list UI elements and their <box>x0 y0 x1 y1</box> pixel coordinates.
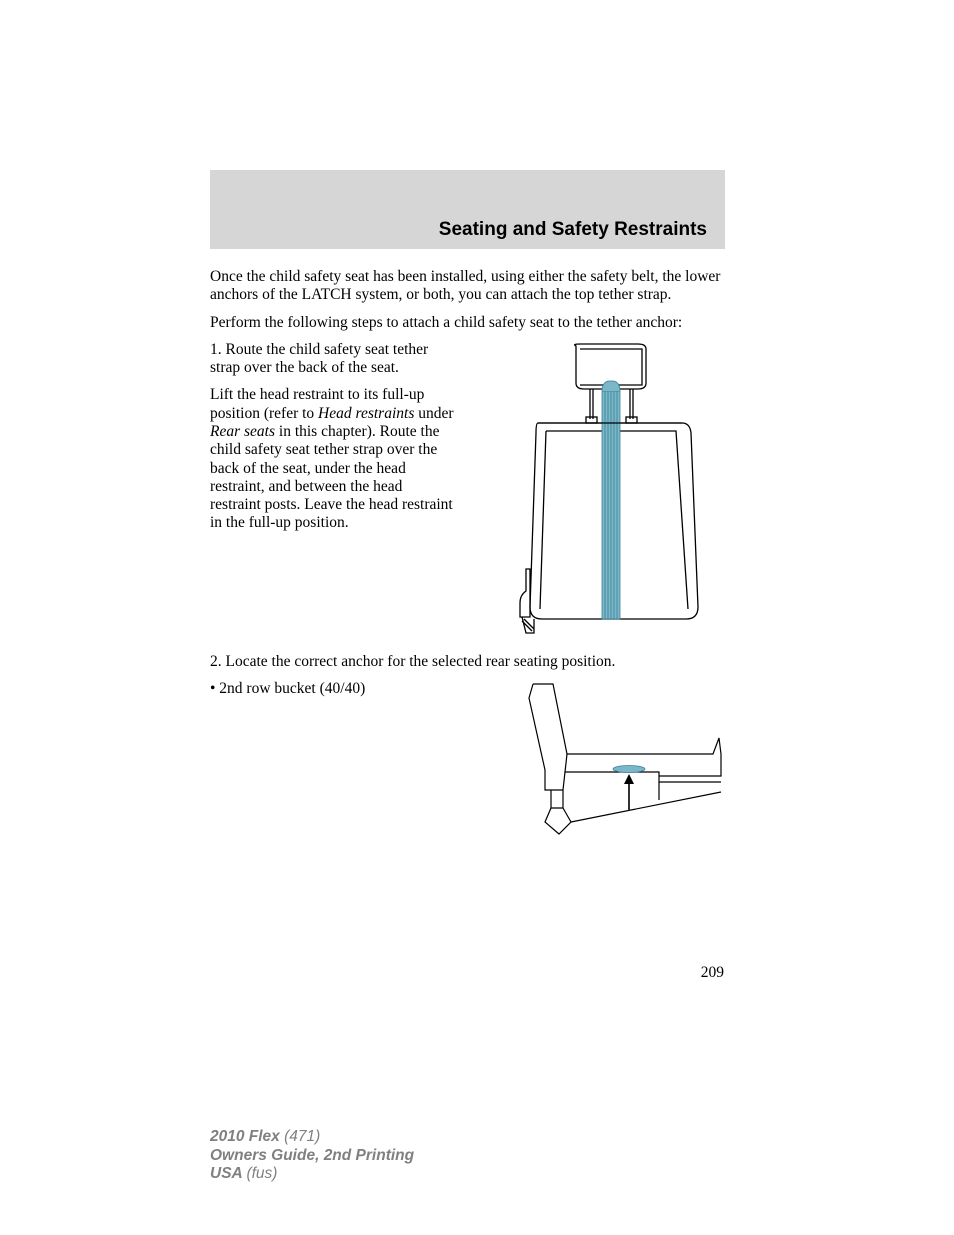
footer-line1: 2010 Flex (471) <box>210 1128 414 1147</box>
footer-l1-bold: 2010 Flex <box>210 1128 284 1145</box>
step1-detail: Lift the head restraint to its full-up p… <box>210 386 455 532</box>
footer-l3-rest: (fus) <box>246 1165 277 1182</box>
bullet-row-1: • 2nd row bucket (40/40) <box>210 680 725 840</box>
footer-block: 2010 Flex (471) Owners Guide, 2nd Printi… <box>210 1128 414 1184</box>
step1-italic2: Rear seats <box>210 423 275 440</box>
step1-block: 1. Route the child safety seat tether st… <box>210 341 725 641</box>
figure-anchor <box>502 680 725 840</box>
anchor-illustration <box>515 680 725 840</box>
section-title: Seating and Safety Restraints <box>439 219 707 241</box>
step1-mid: under <box>414 405 453 422</box>
step1-line1: 1. Route the child safety seat tether st… <box>210 341 455 378</box>
footer-l3-bold: USA <box>210 1165 246 1182</box>
step1-text: 1. Route the child safety seat tether st… <box>210 341 455 641</box>
bullet1-text: • 2nd row bucket (40/40) <box>210 680 490 698</box>
figure-seat-strap <box>467 341 725 641</box>
seat-strap-illustration <box>480 341 712 641</box>
step1-italic1: Head restraints <box>318 405 414 422</box>
step2-text: 2. Locate the correct anchor for the sel… <box>210 653 725 671</box>
footer-line2: Owners Guide, 2nd Printing <box>210 1147 414 1166</box>
header-bar: Seating and Safety Restraints <box>210 170 725 249</box>
page-content: Once the child safety seat has been inst… <box>210 268 725 840</box>
perform-paragraph: Perform the following steps to attach a … <box>210 314 725 332</box>
intro-paragraph: Once the child safety seat has been inst… <box>210 268 725 305</box>
footer-l1-rest: (471) <box>284 1128 320 1145</box>
page-number: 209 <box>701 964 724 982</box>
footer-line3: USA (fus) <box>210 1165 414 1184</box>
